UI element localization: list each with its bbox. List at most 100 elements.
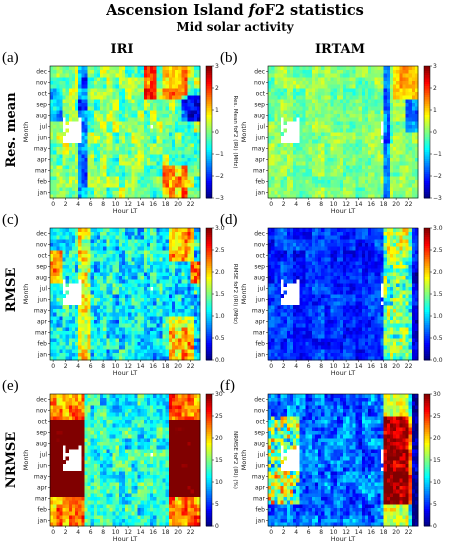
heatmap-cell [96, 286, 101, 291]
heatmap-cell [187, 168, 191, 173]
heatmap-cell [90, 345, 95, 350]
heatmap-cell [346, 183, 350, 188]
heatmap-cell [78, 146, 82, 151]
heatmap-cell [153, 283, 157, 288]
heatmap-cell [371, 80, 375, 85]
heatmap-cell [153, 117, 157, 122]
heatmap-cell [150, 187, 154, 192]
heatmap-cell [178, 106, 182, 111]
heatmap-cell [78, 179, 82, 184]
heatmap-cell [187, 172, 191, 177]
heatmap-cell [65, 327, 70, 332]
heatmap-cell [81, 239, 85, 244]
heatmap-cell [321, 128, 325, 133]
heatmap-cell [150, 264, 154, 269]
heatmap-cell [386, 73, 391, 78]
heatmap-cell [181, 157, 185, 162]
heatmap-cell [318, 121, 322, 126]
heatmap-cell [62, 168, 66, 173]
heatmap-cell [68, 228, 73, 233]
heatmap-cell [121, 231, 126, 236]
heatmap-cell [414, 165, 419, 170]
heatmap-cell [274, 154, 278, 159]
colorbar-segment [424, 114, 430, 117]
heatmap-cell [150, 77, 154, 82]
heatmap-cell [140, 239, 145, 244]
heatmap-cell [324, 106, 328, 111]
heatmap-cell [100, 91, 104, 96]
colorbar-segment [206, 96, 212, 100]
heatmap-cell [121, 228, 126, 233]
heatmap-cell [178, 69, 182, 74]
heatmap-cell [68, 106, 73, 111]
heatmap-cell [361, 139, 366, 144]
heatmap-cell [349, 139, 353, 144]
heatmap-cell [286, 106, 291, 111]
heatmap-cell [302, 172, 306, 177]
heatmap-cell [62, 268, 66, 273]
heatmap-cell [50, 242, 54, 247]
heatmap-cell [118, 150, 123, 155]
heatmap-cell [302, 132, 306, 137]
heatmap-cell [156, 246, 160, 251]
heatmap-cell [78, 168, 82, 173]
heatmap-cell [153, 69, 157, 74]
heatmap-cell [143, 264, 148, 269]
heatmap-cell [150, 146, 154, 151]
heatmap-cell [374, 66, 378, 71]
heatmap-cell [143, 286, 148, 291]
heatmap-cell [383, 157, 388, 162]
heatmap-cell [106, 194, 110, 199]
heatmap-cell [153, 102, 157, 107]
heatmap-cell [393, 95, 397, 100]
colorbar-segment [206, 79, 212, 82]
heatmap-cell [268, 190, 272, 195]
heatmap-cell [299, 128, 303, 133]
heatmap-cell [106, 319, 110, 324]
heatmap-cell [62, 102, 66, 107]
heatmap-cell [162, 124, 166, 129]
heatmap-cell [84, 294, 88, 299]
heatmap-cell [103, 135, 107, 140]
heatmap-cell [153, 349, 157, 354]
heatmap-cell [56, 157, 60, 162]
heatmap-cell [364, 124, 369, 129]
heatmap-cell [100, 305, 104, 310]
heatmap-cell [405, 176, 409, 181]
heatmap-cell [327, 124, 331, 129]
heatmap-cell [311, 73, 316, 78]
heatmap-cell [408, 106, 413, 111]
heatmap-cell [165, 157, 170, 162]
heatmap-cell [411, 139, 416, 144]
heatmap-cell [383, 161, 388, 166]
heatmap-cell [305, 99, 309, 104]
heatmap-cell [93, 172, 98, 177]
heatmap-cell [153, 327, 157, 332]
heatmap-cell [168, 330, 173, 335]
heatmap-cell [75, 161, 79, 166]
heatmap-cell [333, 157, 338, 162]
heatmap-cell [386, 113, 391, 118]
heatmap-cell [115, 275, 120, 280]
heatmap-cell [181, 117, 185, 122]
heatmap-cell [330, 190, 334, 195]
heatmap-cell [349, 106, 353, 111]
heatmap-cell [128, 250, 132, 255]
heatmap-cell [56, 250, 60, 255]
heatmap-cell [364, 117, 369, 122]
heatmap-cell [140, 334, 145, 339]
colorbar-segment [424, 156, 430, 159]
heatmap-cell [106, 179, 110, 184]
heatmap-cell [53, 334, 57, 339]
heatmap-cell [386, 183, 391, 188]
heatmap-cell [96, 239, 101, 244]
heatmap-cell [84, 154, 88, 159]
heatmap-cell [402, 121, 406, 126]
heatmap-cell [118, 66, 123, 71]
heatmap-cell [349, 176, 353, 181]
heatmap-cell [405, 150, 409, 155]
heatmap-cell [140, 183, 145, 188]
heatmap-cell [349, 132, 353, 137]
heatmap-cell [134, 95, 138, 100]
heatmap-cell [137, 88, 141, 93]
